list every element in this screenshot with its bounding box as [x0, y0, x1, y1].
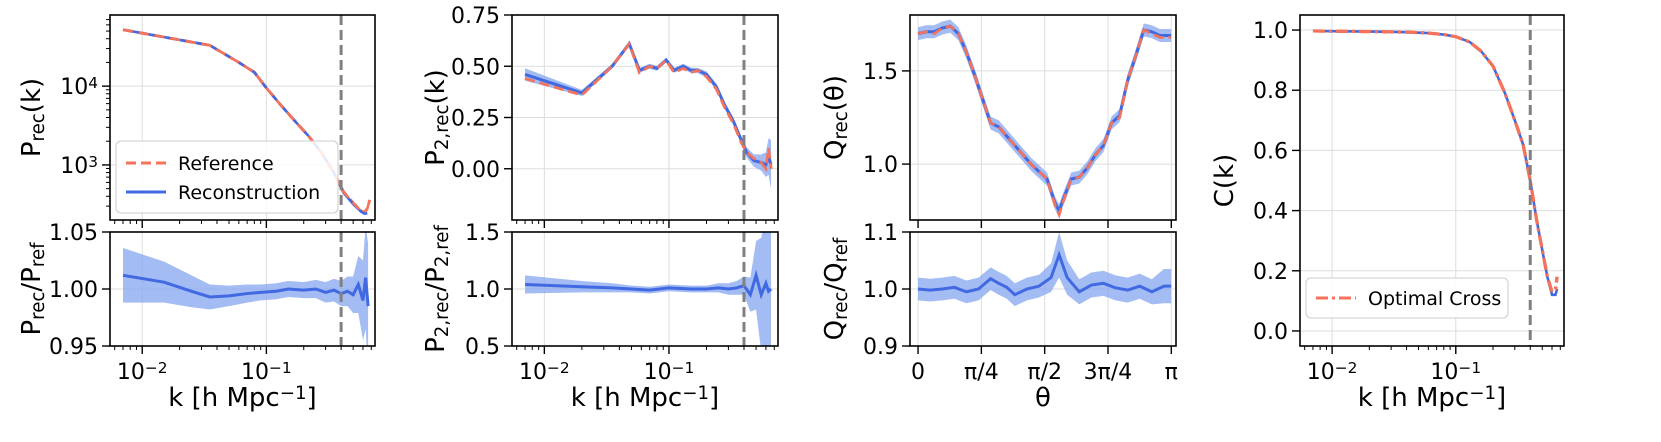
x-ticks-p2_bottom: 10−2 10−1	[516, 346, 775, 385]
grid-p2_top	[512, 14, 778, 220]
x-tick-label-p3_bottom-2: π/2	[1027, 360, 1062, 385]
legend-p4: Optimal Cross	[1305, 277, 1509, 319]
plot-area-p4	[1312, 29, 1559, 297]
x-ticks-p3_top	[917, 220, 1172, 228]
x-tick-label-p2_bottom-0: 10−2	[519, 359, 570, 385]
panels: 103 104 Prec(k) Reference Reconstruction 10−2…	[17, 4, 1565, 413]
series-p2_top-0-line	[524, 40, 773, 173]
x-ticks-p1_bottom: 10−2 10−1	[114, 346, 372, 385]
plot-area-p1_bottom	[122, 232, 370, 346]
plot-area-p3_bottom	[917, 232, 1172, 307]
legend-box-p1	[115, 140, 339, 214]
legend-label-reference: Reference	[178, 153, 274, 175]
x-tick-label-p3_bottom-3: 3π/4	[1084, 360, 1133, 385]
x-axis-label-p1_bottom: k [h Mpc−1]	[168, 383, 316, 413]
y-tick-label-p4-3: 0.6	[1253, 139, 1288, 164]
series-p2_top-reference-overlay	[524, 40, 773, 173]
y-axis-label-p3_top: Qrec(θ)	[820, 75, 852, 160]
y-tick-label-p1_top-0: 103	[60, 153, 98, 179]
y-tick-label-p2_bottom-1: 1.0	[465, 278, 500, 303]
plot-area-p1_top	[122, 28, 372, 216]
series-p2_top-1-line	[524, 40, 773, 167]
y-tick-label-p4-0: 0.0	[1253, 320, 1288, 345]
y-tick-label-p1_bottom-2: 1.05	[49, 221, 98, 246]
legend-label-reconstruction: Reconstruction	[178, 182, 320, 204]
x-axis-label-p4: k [h Mpc−1]	[1358, 383, 1506, 413]
series-p4-optimal-overlay	[1312, 29, 1559, 295]
grid-p3_top	[910, 15, 1176, 220]
y-tick-label-p4-4: 0.8	[1253, 79, 1288, 104]
x-axis-label-p2_bottom: k [h Mpc−1]	[571, 383, 719, 413]
y-tick-label-p4-1: 0.2	[1253, 260, 1288, 285]
y-tick-label-p2_top-1: 0.25	[451, 107, 500, 132]
x-tick-label-p1_bottom-0: 10−2	[117, 359, 168, 385]
panel-p3_top: 1.0 1.5 Qrec(θ)	[820, 14, 1177, 228]
y-axis-label-p2_bottom: P2,rec/P2,ref	[421, 225, 453, 353]
x-tick-label-p1_bottom-1: 10−1	[241, 359, 292, 385]
x-ticks-p4: 10−2 10−1	[1304, 346, 1561, 385]
series-p1_bottom-0-line	[122, 273, 370, 307]
series-p1_bottom-0-band	[123, 232, 369, 346]
panel-p2_top: 0.00 0.25 0.50 0.75 P2,rec(k)	[421, 4, 779, 228]
y-tick-label-p1_top-1: 104	[60, 74, 98, 100]
y-axis-label-p4: C(k)	[1210, 154, 1240, 208]
y-ticks-p1_top: 103 104	[60, 19, 110, 207]
legend-label-optimal-cross: Optimal Cross	[1368, 288, 1501, 310]
y-axis-label-p2_top: P2,rec(k)	[421, 69, 453, 166]
y-tick-label-p2_top-0: 0.00	[451, 158, 500, 183]
y-ticks-p3_top: 1.0 1.5	[863, 60, 910, 178]
x-tick-label-p3_bottom-4: π	[1165, 360, 1178, 385]
series-p3_top-reference-overlay	[917, 24, 1172, 219]
x-tick-label-p2_bottom-1: 10−1	[644, 359, 695, 385]
y-axis-label-p1_bottom: Prec/Pref	[17, 242, 49, 336]
y-tick-label-p3_top-1: 1.5	[863, 60, 898, 85]
legend-p1_top: Reference Reconstruction	[115, 140, 339, 214]
y-ticks-p3_bottom: 0.9 1.0 1.1	[863, 221, 910, 360]
y-axis-label-p1_top: Prec(k)	[17, 78, 49, 157]
frame-p4	[1299, 14, 1565, 347]
x-tick-label-p3_bottom-0: 0	[911, 360, 925, 385]
x-axis-label-p3_bottom: θ	[1035, 383, 1051, 413]
y-ticks-p4: 0.0 0.2 0.4 0.6 0.8 1.0	[1253, 19, 1300, 345]
y-tick-label-p3_bottom-1: 1.0	[863, 278, 898, 303]
legend-box-p4	[1305, 277, 1509, 319]
y-ticks-p2_top: 0.00 0.25 0.50 0.75	[451, 4, 512, 183]
series-p2_bottom-0-line	[524, 269, 773, 300]
series-p1_top-reference-overlay	[122, 28, 371, 214]
x-tick-label-p4-1: 10−1	[1430, 359, 1481, 385]
x-ticks-p3_bottom: 0 π/4 π/2 3π/4 π	[911, 346, 1178, 385]
y-tick-label-p4-2: 0.4	[1253, 200, 1288, 225]
series-p3_bottom-0-line	[917, 250, 1172, 297]
panel-p3_bottom: 0 π/4 π/2 3π/4 π 0.9 1.0 1.1 Qrec/Qref θ	[820, 221, 1178, 413]
y-ticks-p2_bottom: 0.5 1.0 1.5	[465, 221, 512, 360]
series-p4-0-line	[1312, 29, 1559, 295]
plot-area-p2_top	[524, 40, 773, 190]
y-tick-label-p2_top-2: 0.50	[451, 55, 500, 80]
y-tick-label-p1_bottom-1: 1.00	[49, 278, 98, 303]
y-tick-label-p2_bottom-2: 1.5	[465, 221, 500, 246]
plot-area-p2_bottom	[524, 232, 773, 346]
y-tick-label-p2_top-3: 0.75	[451, 4, 500, 29]
y-tick-label-p4-5: 1.0	[1253, 19, 1288, 44]
y-tick-label-p2_bottom-0: 0.5	[465, 335, 500, 360]
y-ticks-p1_bottom: 0.95 1.00 1.05	[49, 221, 110, 360]
y-axis-label-p3_bottom: Qrec/Qref	[820, 237, 852, 340]
y-tick-label-p1_bottom-0: 0.95	[49, 335, 98, 360]
series-p2_top-1-band	[525, 41, 772, 190]
y-tick-label-p3_bottom-2: 1.1	[863, 221, 898, 246]
x-ticks-p2_top	[516, 220, 775, 228]
plot-area-p3_top	[917, 19, 1172, 219]
series-p4-1-line	[1312, 29, 1559, 297]
x-tick-label-p3_bottom-1: π/4	[964, 360, 999, 385]
y-tick-label-p3_bottom-0: 0.9	[863, 335, 898, 360]
x-tick-label-p4-0: 10−2	[1307, 359, 1358, 385]
panel-p4: 10−2 10−1 0.0 0.2 0.4 0.6 0.8 1.0 C(k) k [h Mpc−1…	[1210, 14, 1565, 413]
panel-p2_bottom: 10−2 10−1 0.5 1.0 1.5 P2,rec/P2,ref k [h Mpc−1…	[421, 221, 779, 413]
y-tick-label-p3_top-0: 1.0	[863, 153, 898, 178]
frame-p3_top	[909, 14, 1177, 221]
x-ticks-p1_top	[114, 220, 372, 228]
panel-p1_top: 103 104 Prec(k) Reference Reconstruction	[17, 14, 376, 228]
